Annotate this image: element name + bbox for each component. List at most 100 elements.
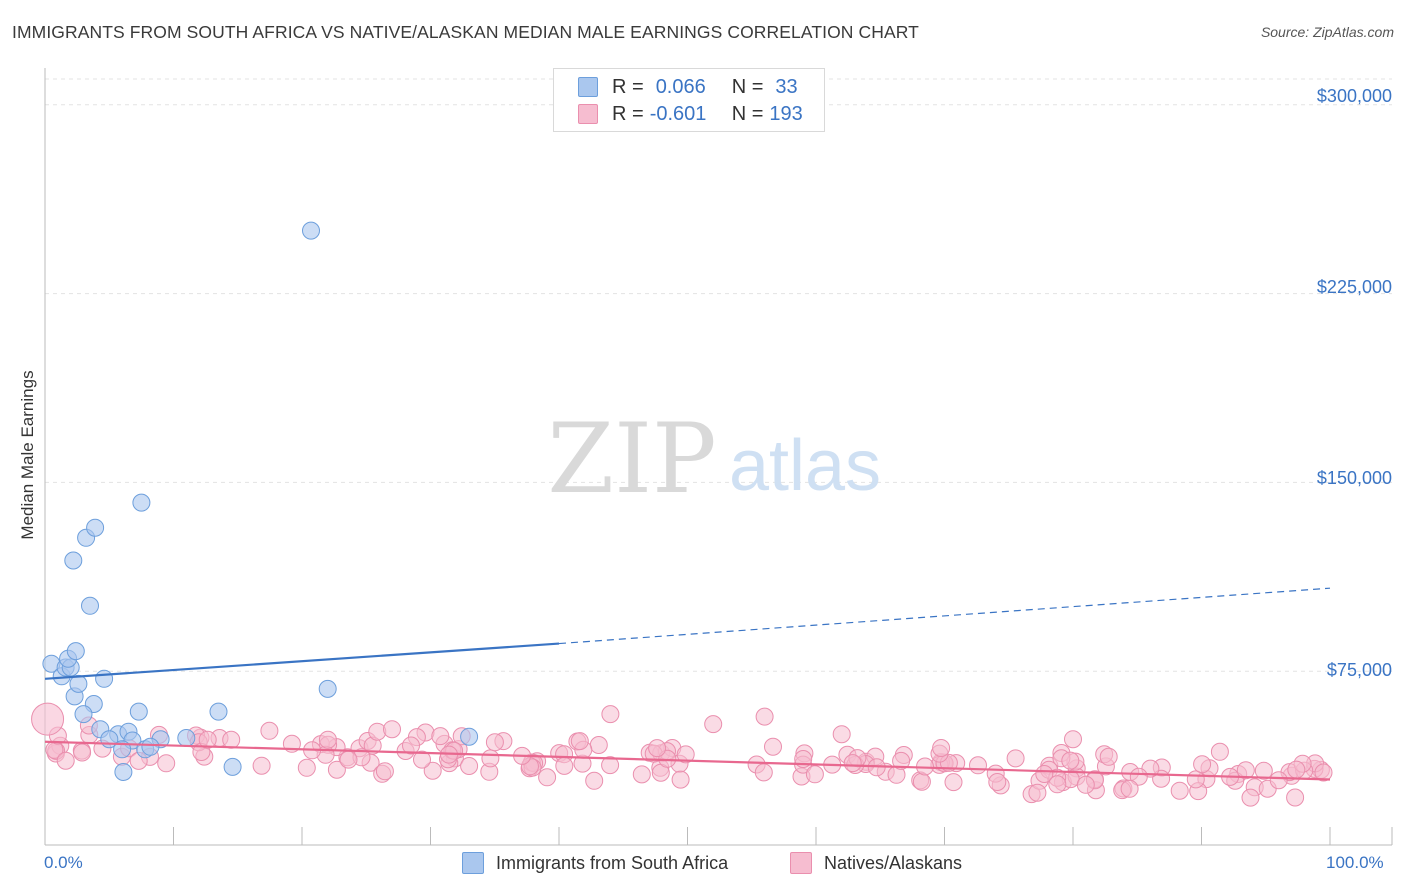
r-value: -0.601 [649,102,707,125]
data-point-pink [327,760,346,779]
data-point-blue [223,757,242,776]
r-value: 0.066 [655,75,706,98]
data-point-pink [1129,767,1148,786]
data-point-pink [1035,765,1054,783]
data-point-pink [157,754,176,773]
data-point-blue [177,729,196,747]
r-label: R = [612,75,644,98]
data-point-pink [198,730,217,749]
pink-swatch [578,104,598,124]
data-point-pink [676,745,695,764]
data-point-pink [589,736,608,754]
data-point-pink [252,756,271,775]
data-point-pink [1254,761,1273,780]
data-point-pink [1048,775,1067,794]
watermark-atlas: atlas [729,426,881,506]
correlation-legend: R = 0.066 N = 33 R = -0.601 N = 193 [553,68,825,132]
data-point-pink [671,770,690,789]
data-point-pink [297,758,316,777]
data-point-pink [1170,781,1189,800]
natives-alaskans-points [31,702,1333,807]
data-point-blue [302,221,320,240]
trend-line-pink [44,740,1331,781]
data-point-blue [64,551,83,570]
y-tick-label: $300,000 [1316,86,1392,106]
data-point-pink [1061,751,1080,770]
data-point-pink-large [31,702,65,736]
data-point-pink [431,727,450,746]
data-point-blue [318,679,337,698]
data-point-blue [129,702,148,721]
immigrants-south-africa-points [42,221,479,781]
data-point-pink [585,771,604,790]
data-point-pink [755,707,774,726]
y-axis-label: Median Male Earnings [18,370,37,540]
data-point-blue [141,737,160,756]
x-tick-label-start: 0.0% [44,853,83,872]
n-label: N = [731,102,764,125]
legend-label: Immigrants from South Africa [496,852,729,873]
data-point-pink [601,705,620,724]
y-tick-label: $225,000 [1316,277,1392,297]
data-point-pink [601,756,620,775]
data-point-pink [402,736,420,755]
data-point-pink [912,772,931,791]
data-point-pink [1210,742,1229,761]
r-label: R = [612,102,644,125]
data-point-pink [1006,749,1025,768]
y-tick-label: $75,000 [1326,660,1392,680]
source-label: Source: ZipAtlas.com [1260,24,1394,40]
data-point-pink [805,765,824,784]
data-point-blue [132,493,151,512]
x-tick-label-end: 100.0% [1326,853,1384,872]
data-point-pink [538,768,557,787]
data-point-pink [969,756,987,775]
data-point-pink [570,732,589,751]
data-point-blue [69,674,88,693]
legend-row-pink: R = -0.601 N = 193 [578,101,803,127]
data-point-pink [1028,783,1047,802]
data-point-pink [704,715,723,734]
data-point-pink [932,739,951,757]
data-point-pink [1286,788,1305,807]
series-legend: Immigrants from South Africa Natives/Ala… [0,852,1406,878]
blue-swatch [578,77,598,97]
data-point-pink [1076,775,1095,794]
legend-item-immigrants[interactable]: Immigrants from South Africa [462,852,728,874]
n-value: 33 [775,75,798,98]
data-point-pink [485,733,504,752]
blue-swatch [462,852,484,874]
data-point-pink [481,749,500,768]
data-point-pink [423,761,442,780]
data-point-pink [1314,763,1333,782]
pink-swatch [790,852,812,874]
data-point-pink [1269,771,1288,790]
data-point-pink [339,750,358,769]
data-point-pink [368,722,387,741]
watermark-zip: ZIP [547,403,716,515]
data-point-pink [1193,755,1212,774]
data-point-blue [74,705,93,724]
trend-line-blue-dashed [558,587,1331,645]
data-point-pink [318,730,337,749]
data-point-pink [1236,761,1255,780]
data-point-pink [1120,779,1139,798]
data-point-pink [892,751,911,770]
data-point-pink [754,763,773,782]
legend-item-natives[interactable]: Natives/Alaskans [790,852,962,874]
chart-title: IMMIGRANTS FROM SOUTH AFRICA VS NATIVE/A… [12,22,919,42]
data-point-blue [460,727,479,746]
data-point-pink [222,730,241,749]
data-point-blue [81,596,99,615]
data-point-pink [413,750,431,769]
data-point-pink [383,720,401,739]
n-value: 193 [769,102,803,125]
data-point-pink [1064,730,1082,749]
data-point-pink [632,765,651,784]
data-point-blue [95,669,114,688]
data-point-blue [114,763,133,781]
data-point-pink [260,721,279,740]
data-point-pink [832,725,851,744]
data-point-pink [555,756,574,775]
